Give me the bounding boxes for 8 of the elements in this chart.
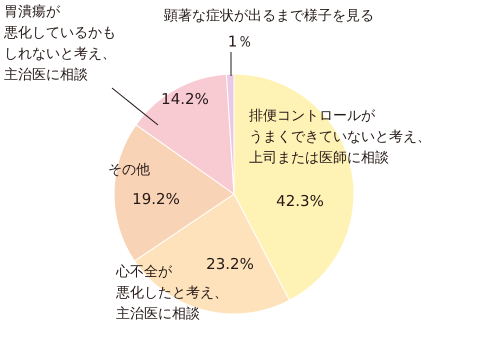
slice-label: その他 bbox=[108, 161, 150, 180]
data-label: 19.2% bbox=[132, 190, 180, 208]
data-label: 1％ bbox=[228, 32, 252, 52]
data-label: 42.3% bbox=[276, 192, 324, 210]
slice-label: 顕著な症状が出るまで様子を見る bbox=[164, 7, 374, 26]
slice-label: 排便コントロールがうまくできていないと考え、上司または医師に相談 bbox=[249, 107, 431, 168]
data-label: 14.2% bbox=[161, 90, 209, 108]
slice-label: 胃潰瘍が悪化しているかもしれないと考え、主治医に相談 bbox=[4, 3, 116, 85]
